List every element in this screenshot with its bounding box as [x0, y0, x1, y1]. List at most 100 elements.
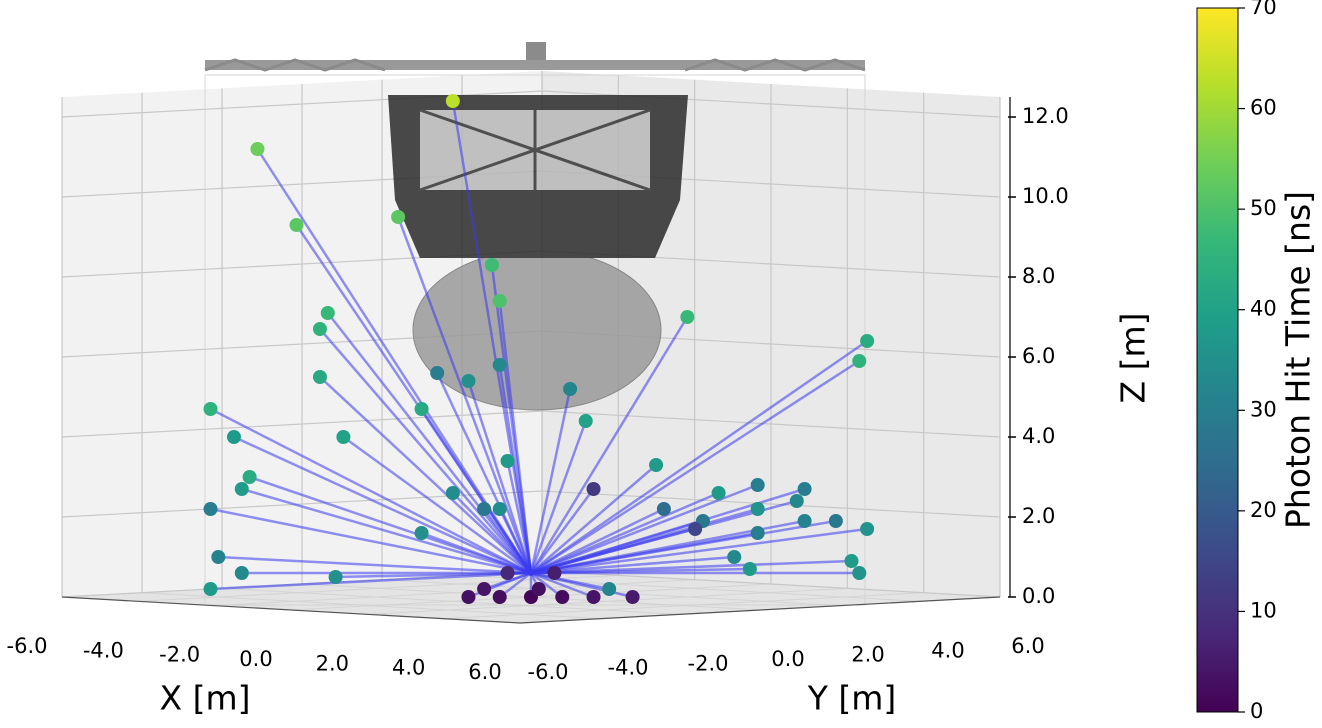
photon-hit [492, 294, 507, 308]
photon-path [530, 359, 860, 575]
photon-hit [625, 590, 640, 604]
photon-path [420, 408, 533, 574]
photon-hit [688, 522, 703, 536]
photon-path [421, 531, 532, 575]
y-tick-label: 4.0 [931, 638, 964, 662]
photon-hit [750, 478, 765, 492]
frame-brace [419, 108, 651, 192]
photon-hit [492, 358, 507, 372]
photon-hit [211, 550, 226, 564]
photon-hit [336, 430, 351, 444]
photon-path [530, 571, 633, 599]
photon-path [218, 555, 532, 575]
photon-hit [328, 570, 343, 584]
photon-path [210, 507, 532, 575]
photon-hit [492, 590, 507, 604]
photon-hit [414, 402, 429, 416]
photon-hit [578, 414, 593, 428]
photon-hit [531, 582, 546, 596]
z-tick-label: 4.0 [1022, 424, 1055, 448]
source [528, 570, 534, 576]
photon-hit [680, 310, 695, 324]
detector [204, 42, 866, 606]
photon-path [530, 519, 837, 575]
photon-path [241, 487, 532, 575]
photon-hit [477, 502, 492, 516]
photon-hit [477, 582, 492, 596]
photon-path [530, 559, 852, 575]
photon-path [530, 555, 735, 575]
photon-hit [203, 502, 218, 516]
photon-hit [750, 526, 765, 540]
y-tick-label: -6.0 [528, 660, 569, 684]
grid-line [214, 579, 695, 607]
z-tick-label: 0.0 [1022, 584, 1055, 608]
x-tick-label: -2.0 [159, 643, 200, 667]
y-axis-title: Y [m] [807, 679, 897, 718]
photon-hit [492, 502, 507, 516]
photon-hit [250, 142, 265, 156]
photon-hit [586, 482, 601, 496]
mast [526, 42, 546, 60]
photon-path [233, 435, 532, 575]
photon-hit [234, 482, 249, 496]
photon-hit [203, 582, 218, 596]
photon-path [529, 316, 689, 574]
colorbar-tick-label: 70 [1250, 0, 1277, 19]
photon-path [530, 571, 594, 599]
marks [203, 94, 875, 604]
photon-path [319, 376, 532, 574]
photon-hit [242, 470, 257, 484]
grid-line [61, 490, 1001, 518]
photon-hit [445, 94, 460, 108]
x-tick-label: 2.0 [316, 651, 349, 675]
photon-hit [797, 482, 812, 496]
x-tick-label: 6.0 [468, 660, 501, 684]
colorbar-tick-label: 0 [1250, 699, 1263, 723]
photon-path [210, 571, 532, 591]
colorbar-tick-label: 50 [1250, 196, 1277, 220]
photon-hit [312, 370, 327, 384]
floor-edge [61, 596, 1001, 624]
photon-hit [500, 566, 515, 580]
y-tick-label: 6.0 [1011, 634, 1044, 658]
photon-path [498, 508, 533, 574]
photon-hit [234, 566, 249, 580]
photon-hit [555, 590, 570, 604]
x-tick-label: 4.0 [392, 656, 425, 680]
colorbar-tick-label: 60 [1250, 96, 1277, 120]
photon-hit [742, 562, 757, 576]
photon-hit [860, 334, 875, 348]
photon-hit [727, 550, 742, 564]
photon-hit [226, 430, 241, 444]
photon-path [326, 312, 532, 574]
truss [205, 60, 865, 70]
colorbar-tick-label: 40 [1250, 297, 1277, 321]
photon-hit [828, 514, 843, 528]
colorbar-title: Photon Hit Time [ns] [1279, 191, 1318, 529]
grid-line [61, 90, 1001, 118]
z-tick-label: 6.0 [1022, 344, 1055, 368]
vessel [412, 249, 662, 411]
x-tick-label: -4.0 [83, 638, 124, 662]
photon-hit [414, 526, 429, 540]
x-tick-label: 0.0 [239, 647, 272, 671]
photon-hit [656, 502, 671, 516]
photon-hit [750, 502, 765, 516]
z-tick-label: 8.0 [1022, 264, 1055, 288]
photon-hit [860, 522, 875, 536]
photon-path [529, 388, 572, 574]
x-tick-label: -6.0 [7, 634, 48, 658]
photon-hit [649, 458, 664, 472]
grid-line [367, 587, 848, 615]
photon-path [529, 488, 595, 574]
z-tick-label: 2.0 [1022, 504, 1055, 528]
grid-line [61, 410, 1001, 438]
z-tick-label: 12.0 [1022, 104, 1069, 128]
photon-hit [844, 554, 859, 568]
x-axis-title: X [m] [160, 679, 251, 718]
photon-hit [461, 374, 476, 388]
y-tick-label: -2.0 [688, 651, 729, 675]
grid-line [443, 592, 924, 620]
